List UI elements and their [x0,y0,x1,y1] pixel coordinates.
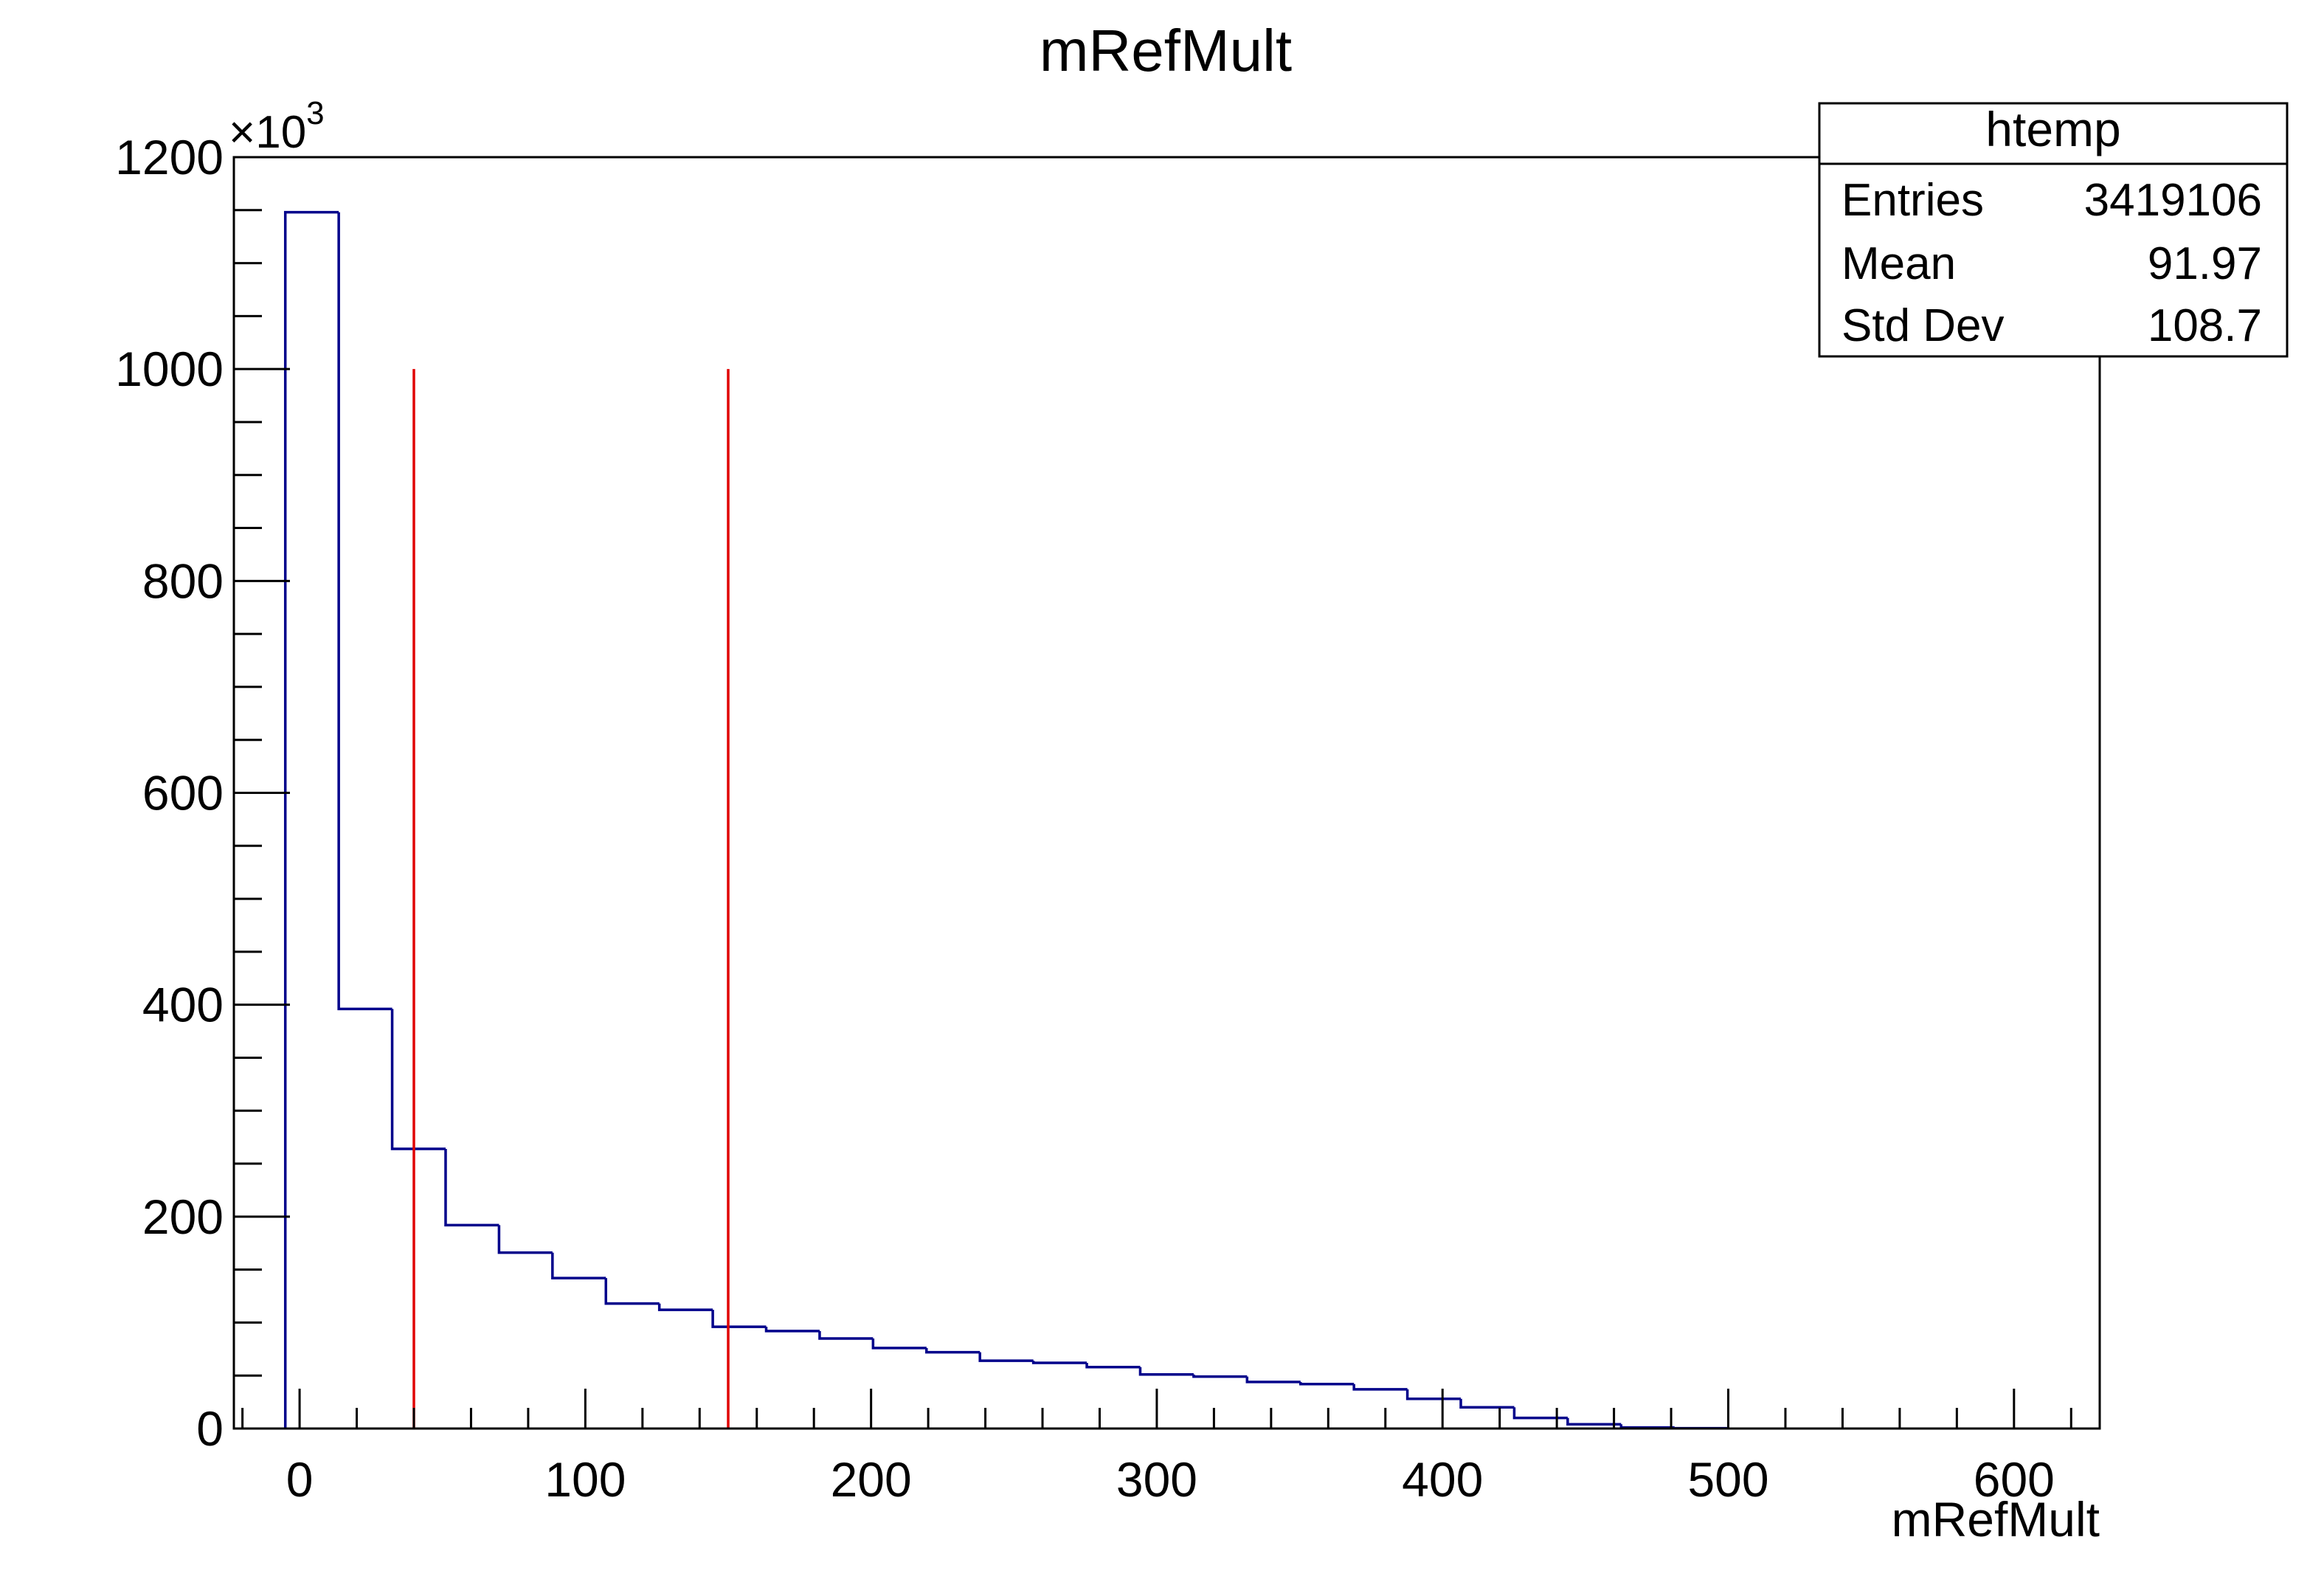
histogram-bin [1459,1398,1515,1409]
histogram-bin [925,1347,981,1354]
x-tick-label: 100 [544,1452,626,1507]
x-axis: 0 100 200 300 400 500 600 [241,1389,2072,1507]
histogram-bin [1192,1374,1248,1378]
y-tick-label: 200 [142,1189,224,1244]
x-tick-label: 200 [831,1452,912,1507]
stats-stddev-value: 108.7 [2148,300,2262,351]
x-tick-label: 0 [286,1452,314,1507]
y-tick-label: 400 [142,978,224,1032]
histogram-layer [283,210,1729,1430]
histogram-bin [657,1303,713,1311]
stats-mean-value: 91.97 [2148,238,2262,289]
histogram-bin [551,1252,606,1279]
stats-mean-label: Mean [1841,238,1956,289]
histogram-bin [604,1278,660,1305]
histogram-bin [764,1327,820,1333]
y-tick-label: 600 [142,766,224,821]
histogram-bin [337,212,392,1011]
stats-box-title: htemp [1985,102,2120,156]
stats-entries-value: 3419106 [2084,175,2262,226]
chart-title: mRefMult [1040,18,1292,83]
histogram-bin [1512,1407,1568,1420]
y-axis-multiplier: ×103 [229,95,325,158]
histogram-bin [283,210,339,1429]
stats-box-frame [1818,102,2289,358]
histogram-bin [444,1148,499,1227]
histogram-bin [1085,1362,1141,1369]
histogram-bin [1299,1381,1355,1386]
histogram-bin [978,1352,1034,1362]
cut-lines-layer [412,369,730,1429]
histogram-bin [818,1330,874,1340]
y-tick-label: 800 [142,553,224,608]
x-tick-label: 300 [1116,1452,1197,1507]
histogram-bin [711,1310,767,1328]
histogram-bin [497,1225,553,1254]
stats-entries-label: Entries [1841,175,1984,226]
histogram-bin [1031,1361,1087,1364]
y-tick-label: 1000 [115,342,224,396]
x-tick-label: 600 [1974,1452,2055,1507]
stats-box: htemp Entries 3419106 Mean 91.97 Std Dev… [1818,102,2289,358]
stats-stddev-label: Std Dev [1841,300,2005,351]
histogram-bin [390,1009,446,1150]
y-tick-label: 0 [196,1401,224,1456]
x-axis-title: mRefMult [1892,1492,2100,1547]
y-axis-multiplier-exponent: 3 [306,95,324,131]
x-tick-label: 400 [1402,1452,1483,1507]
histogram-bin [1245,1376,1301,1384]
histogram-bin [1566,1417,1622,1426]
y-tick-label: 1200 [115,130,224,184]
histogram-bin [1138,1367,1194,1376]
y-axis-multiplier-base: ×10 [229,107,306,158]
x-tick-label: 500 [1687,1452,1768,1507]
y-axis: 0 200 400 600 800 1000 1200 [115,130,290,1456]
histogram-bin [871,1338,927,1350]
histogram-bin [1352,1384,1408,1391]
